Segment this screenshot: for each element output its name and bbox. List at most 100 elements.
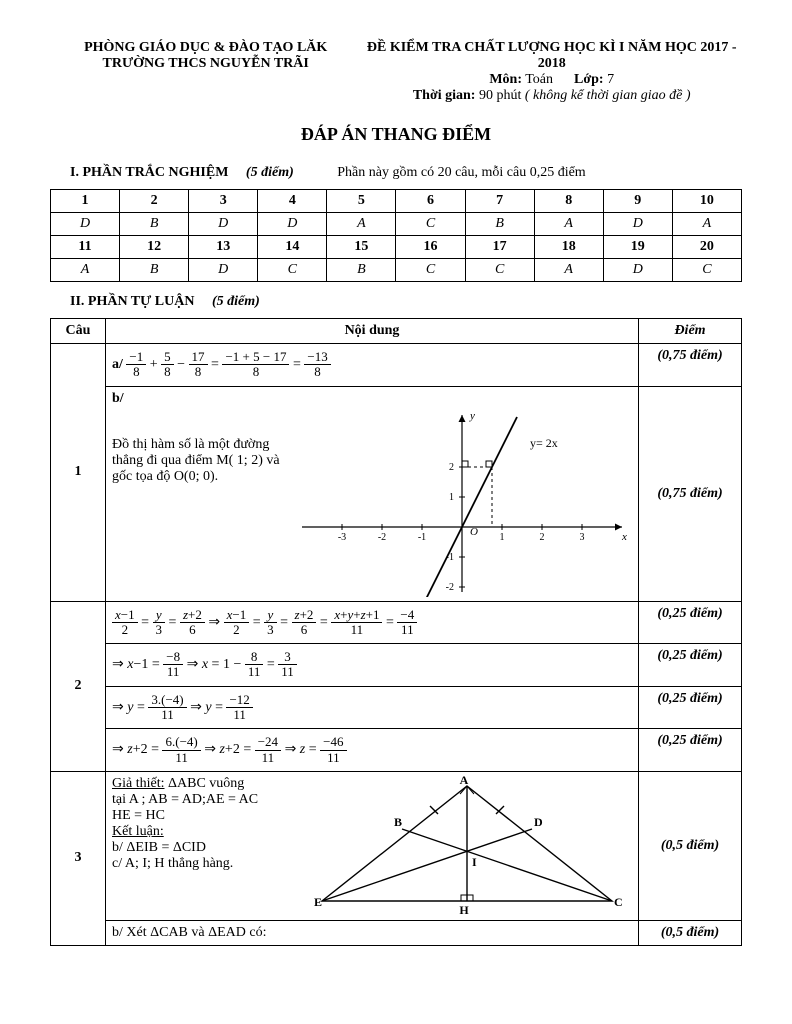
q2-line4: ⇒ z+2 = 6.(−4)11 ⇒ z+2 = −2411 ⇒ z = −46… (106, 729, 639, 772)
q2-num: 2 (51, 601, 106, 771)
ans-cell: D (603, 259, 672, 282)
q1b-content: b/ Đồ thị hàm số là một đường thẳng đi q… (106, 386, 639, 601)
svg-text:-2: -2 (446, 582, 454, 593)
ans-cell: A (534, 259, 603, 282)
ans-cell: A (327, 213, 396, 236)
ans-cell: D (189, 259, 258, 282)
sec1-note: Phần này gồm có 20 câu, mỗi câu 0,25 điể… (337, 165, 585, 180)
ans-cell: 9 (603, 190, 672, 213)
svg-text:2: 2 (449, 462, 454, 473)
q3-klb: b/ ΔEIB = ΔCID (112, 840, 302, 856)
ans-cell: 2 (120, 190, 189, 213)
q1b-label: b/ (112, 391, 632, 407)
ans-cell: D (258, 213, 327, 236)
header-right: ĐỀ KIỂM TRA CHẤT LƯỢNG HỌC KÌ I NĂM HỌC … (361, 40, 742, 104)
time-line: Thời gian: 90 phút ( không kể thời gian … (361, 88, 742, 104)
q1a-score: (0,75 điểm) (639, 344, 742, 387)
ans-cell: 20 (672, 236, 741, 259)
ans-cell: A (672, 213, 741, 236)
ans-cell: 19 (603, 236, 672, 259)
svg-text:2: 2 (540, 532, 545, 543)
q1b-score: (0,75 điểm) (639, 386, 742, 601)
q1a-label: a/ (112, 357, 123, 372)
section1-heading: I. PHẦN TRẮC NGHIỆM (5 điểm) Phần này gồ… (70, 165, 742, 181)
ans-cell: B (120, 259, 189, 282)
school: TRƯỜNG THCS NGUYỄN TRÃI (50, 56, 361, 72)
header-left: PHÒNG GIÁO DỤC & ĐÀO TẠO LĂK TRƯỜNG THCS… (50, 40, 361, 104)
ans-cell: 5 (327, 190, 396, 213)
th-diem: Điểm (639, 319, 742, 344)
q2-score4: (0,25 điểm) (639, 729, 742, 772)
ans-cell: 1 (51, 190, 120, 213)
svg-text:B: B (394, 815, 402, 829)
sec2-h: II. PHẦN TỰ LUẬN (70, 294, 194, 309)
ans-cell: C (672, 259, 741, 282)
ans-cell: B (465, 213, 534, 236)
ans-cell: 14 (258, 236, 327, 259)
class: 7 (607, 72, 614, 87)
sec2-points: (5 điểm) (212, 294, 260, 309)
ans-cell: 8 (534, 190, 603, 213)
q3b-line: b/ Xét ΔCAB và ΔEAD có: (106, 920, 639, 945)
th-cau: Câu (51, 319, 106, 344)
ans-cell: C (396, 213, 465, 236)
ans-cell: C (396, 259, 465, 282)
section2-heading: II. PHẦN TỰ LUẬN (5 điểm) (70, 294, 742, 310)
triangle-svg: A B D E C H I (312, 776, 622, 916)
subject-line: Môn: Toán Lớp: 7 (361, 72, 742, 88)
ans-cell: 10 (672, 190, 741, 213)
ans-cell: 12 (120, 236, 189, 259)
ans-cell: C (465, 259, 534, 282)
q3-gt2: tại A ; AB = AD;AE = AC (112, 792, 302, 808)
q1b-desc: Đồ thị hàm số là một đường thẳng đi qua … (112, 407, 282, 485)
q2-line3: ⇒ y = 3.(−4)11 ⇒ y = −1211 (106, 686, 639, 729)
ans-cell: 3 (189, 190, 258, 213)
svg-text:H: H (459, 903, 469, 916)
subject-label: Môn: (489, 72, 522, 87)
ans-cell: D (603, 213, 672, 236)
th-noidung: Nội dung (106, 319, 639, 344)
svg-text:I: I (472, 855, 477, 869)
solution-table: Câu Nội dung Điểm 1 a/ −18 + 58 − 178 = … (50, 318, 742, 946)
q3-num: 3 (51, 771, 106, 945)
q3-gt: Giả thiết: (112, 776, 165, 791)
q2-score1: (0,25 điểm) (639, 601, 742, 644)
graph-svg: -3-2-1 123 12 -1-2 O x y y= 2x (292, 407, 632, 597)
ans-cell: 4 (258, 190, 327, 213)
time: 90 phút (479, 88, 521, 103)
ans-cell: 15 (327, 236, 396, 259)
sec1-h: I. PHẦN TRẮC NGHIỆM (70, 165, 228, 180)
q2-line1: x−12 = y3 = z+26 ⇒ x−12 = y3 = z+26 = x+… (106, 601, 639, 644)
ans-cell: A (51, 259, 120, 282)
svg-text:1: 1 (449, 492, 454, 503)
svg-text:-3: -3 (338, 532, 346, 543)
graph-fn-label: y= 2x (530, 436, 558, 450)
ans-cell: 7 (465, 190, 534, 213)
ans-cell: B (120, 213, 189, 236)
q3-content: Giả thiết: ΔABC vuông tại A ; AB = AD;AE… (106, 771, 639, 920)
svg-text:1: 1 (500, 532, 505, 543)
ans-cell: D (51, 213, 120, 236)
q2-line2: ⇒ x−1 = −811 ⇒ x = 1 − 811 = 311 (106, 644, 639, 687)
time-label: Thời gian: (413, 88, 476, 103)
q3-klc: c/ A; I; H thẳng hàng. (112, 856, 302, 872)
svg-text:3: 3 (580, 532, 585, 543)
svg-text:D: D (534, 815, 543, 829)
svg-text:x: x (621, 531, 627, 543)
ans-cell: D (189, 213, 258, 236)
ans-cell: 16 (396, 236, 465, 259)
q3-kl: Kết luận: (112, 824, 164, 839)
ans-cell: 11 (51, 236, 120, 259)
page-title: ĐÁP ÁN THANG ĐIỂM (50, 124, 742, 145)
exam-title: ĐỀ KIỂM TRA CHẤT LƯỢNG HỌC KÌ I NĂM HỌC … (361, 40, 742, 72)
sec1-points: (5 điểm) (246, 165, 294, 180)
origin-label: O (470, 526, 478, 538)
svg-text:-1: -1 (418, 532, 426, 543)
ans-cell: 6 (396, 190, 465, 213)
subject: Toán (525, 72, 553, 87)
dept: PHÒNG GIÁO DỤC & ĐÀO TẠO LĂK (50, 40, 361, 56)
q3-gt1: ΔABC vuông (168, 776, 244, 791)
ans-cell: B (327, 259, 396, 282)
ans-cell: 13 (189, 236, 258, 259)
svg-text:A: A (460, 776, 469, 787)
